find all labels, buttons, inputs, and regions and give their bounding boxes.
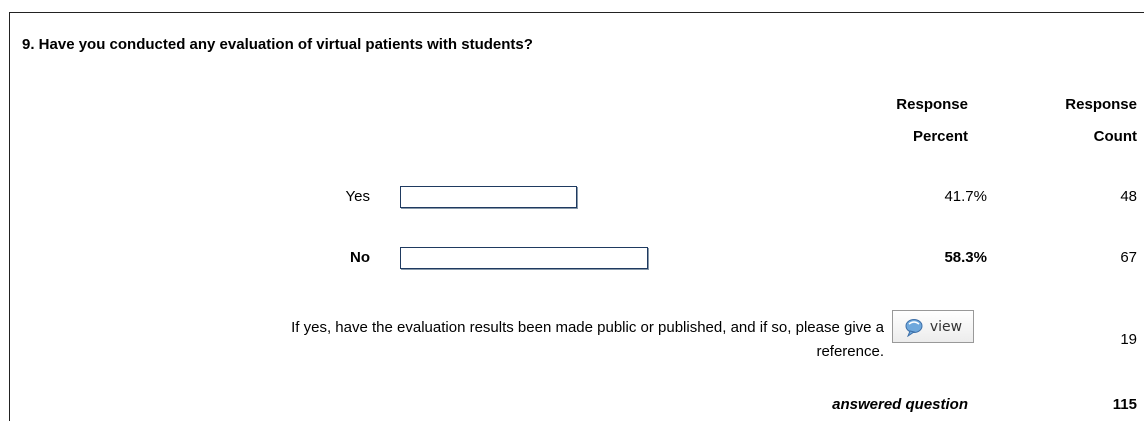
footer-count: 115 <box>1112 396 1137 413</box>
footer-label: answered question <box>832 396 968 413</box>
open-label: If yes, have the evaluation results been… <box>291 319 884 336</box>
question-title: 9. Have you conducted any evaluation of … <box>22 36 533 53</box>
open-label: reference. <box>816 343 884 360</box>
header: Response <box>896 96 968 113</box>
count: 19 <box>1120 331 1137 348</box>
button-label: view <box>929 318 963 335</box>
percent-bar <box>400 186 578 208</box>
count: 48 <box>1120 188 1137 205</box>
header: Response <box>1065 96 1137 113</box>
view-button[interactable]: view <box>892 310 974 343</box>
row-label: Yes <box>345 188 370 205</box>
frame <box>9 12 1144 421</box>
row-label: No <box>350 249 370 266</box>
percent-bar <box>400 247 648 269</box>
percent: 58.3% <box>944 249 987 266</box>
header: Percent <box>912 128 968 145</box>
percent: 41.7% <box>944 188 987 205</box>
speech-icon <box>905 318 923 337</box>
header: Count <box>1093 128 1137 145</box>
count: 67 <box>1120 249 1137 266</box>
